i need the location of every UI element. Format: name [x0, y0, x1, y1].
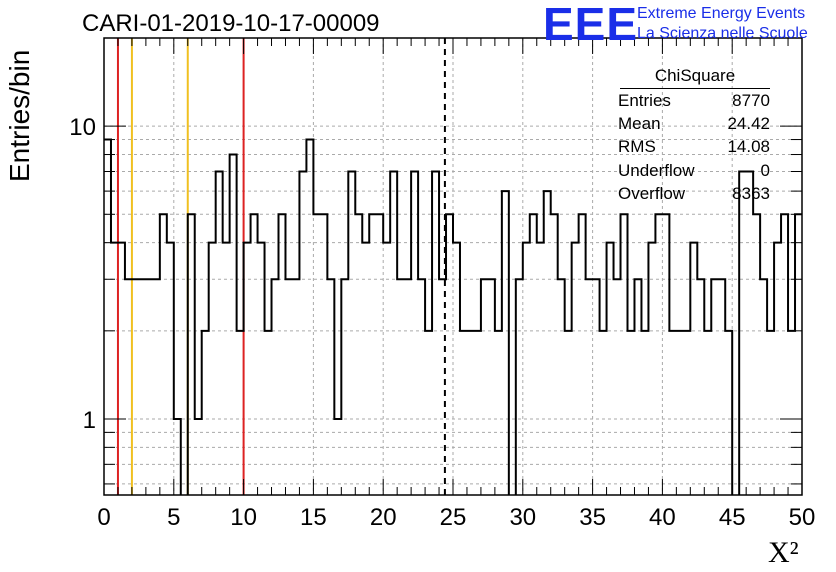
- x-tick-label: 20: [370, 504, 397, 531]
- stats-label: Underflow: [618, 160, 695, 180]
- x-tick-label: 15: [300, 504, 327, 531]
- eee-logo: EEE: [543, 0, 639, 50]
- y-tick-label: 1: [83, 407, 96, 434]
- stats-row-overflow: Overflow 8363: [612, 182, 778, 205]
- logo-line-2: La Scienza nelle Scuole: [637, 25, 808, 42]
- stats-value: 0: [760, 160, 770, 180]
- stats-label: RMS: [618, 137, 656, 157]
- stats-label: Mean: [618, 114, 661, 134]
- histogram-series: [104, 138, 802, 495]
- x-tick-label: 25: [440, 504, 467, 531]
- y-tick-label: 10: [69, 114, 96, 141]
- x-tick-label: 10: [230, 504, 257, 531]
- x-tick-label: 45: [719, 504, 746, 531]
- logo-line-1: Extreme Energy Events: [637, 5, 806, 22]
- x-tick-label: 35: [579, 504, 606, 531]
- x-tick-label: 0: [97, 504, 110, 531]
- stats-row-rms: RMS 14.08: [612, 135, 778, 158]
- x-tick-label: 50: [789, 504, 816, 531]
- stats-row-entries: Entries 8770: [612, 89, 778, 112]
- x-tick-label: 40: [649, 504, 676, 531]
- stats-row-mean: Mean 24.42: [612, 112, 778, 135]
- stats-value: 24.42: [727, 114, 770, 134]
- chart-title: CARI-01-2019-10-17-00009: [82, 10, 380, 37]
- stats-label: Overflow: [618, 183, 686, 203]
- stats-value: 8363: [732, 183, 770, 203]
- stats-value: 14.08: [727, 137, 770, 157]
- y-axis-label: Entries/bin: [4, 49, 35, 182]
- x-axis-label: X²: [768, 536, 799, 569]
- x-tick-label: 30: [509, 504, 536, 531]
- x-tick-label: 5: [167, 504, 180, 531]
- stats-value: 8770: [732, 91, 770, 110]
- stats-box: ChiSquare Entries 8770 Mean 24.42 RMS 14…: [612, 66, 778, 205]
- stats-title: ChiSquare: [620, 66, 770, 89]
- stats-row-underflow: Underflow 0: [612, 159, 778, 182]
- stats-label: Entries: [618, 91, 671, 110]
